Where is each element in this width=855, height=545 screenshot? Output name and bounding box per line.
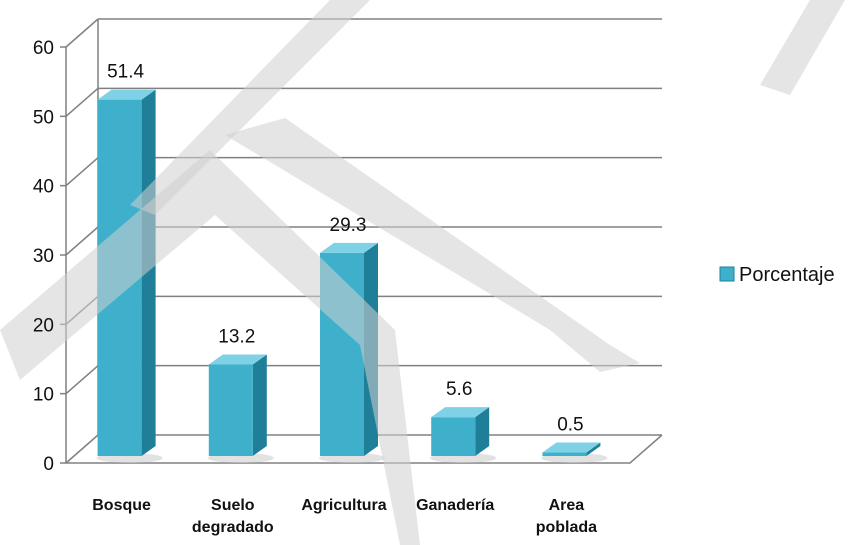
grid-line-side bbox=[66, 435, 98, 463]
legend-swatch bbox=[720, 267, 734, 281]
x-tick-label: Suelo degradado bbox=[192, 497, 274, 536]
y-tick-label: 40 bbox=[33, 177, 54, 198]
bar-front bbox=[431, 417, 475, 456]
x-tick-label: Bosque bbox=[92, 497, 151, 514]
x-tick-label: Agricultura bbox=[301, 497, 386, 514]
bar bbox=[208, 354, 274, 463]
legend-label: Porcentaje bbox=[739, 264, 835, 286]
grid-line-side bbox=[66, 158, 98, 186]
y-tick-label: 0 bbox=[43, 454, 54, 475]
legend: Porcentaje bbox=[720, 264, 835, 286]
data-label: 29.3 bbox=[330, 215, 367, 236]
data-label: 5.6 bbox=[446, 379, 472, 400]
y-tick-label: 20 bbox=[33, 315, 54, 336]
y-tick-label: 10 bbox=[33, 385, 54, 406]
bar-side bbox=[253, 354, 267, 456]
bar bbox=[541, 443, 607, 463]
grid-line-side bbox=[66, 366, 98, 394]
grid-line-side bbox=[66, 88, 98, 116]
y-tick-label: 60 bbox=[33, 38, 54, 59]
watermark-stroke bbox=[760, 0, 845, 95]
y-tick-label: 30 bbox=[33, 246, 54, 267]
x-tick-label: Ganadería bbox=[416, 497, 494, 514]
y-tick-label: 50 bbox=[33, 107, 54, 128]
x-tick-label: Area poblada bbox=[536, 497, 597, 536]
data-label: 13.2 bbox=[218, 326, 255, 347]
bar-front bbox=[542, 453, 586, 456]
bar bbox=[430, 407, 496, 463]
data-label: 0.5 bbox=[557, 415, 583, 436]
bar-front bbox=[209, 364, 253, 456]
bars bbox=[97, 90, 608, 463]
grid-line-side bbox=[66, 19, 98, 47]
data-label: 51.4 bbox=[107, 62, 144, 83]
